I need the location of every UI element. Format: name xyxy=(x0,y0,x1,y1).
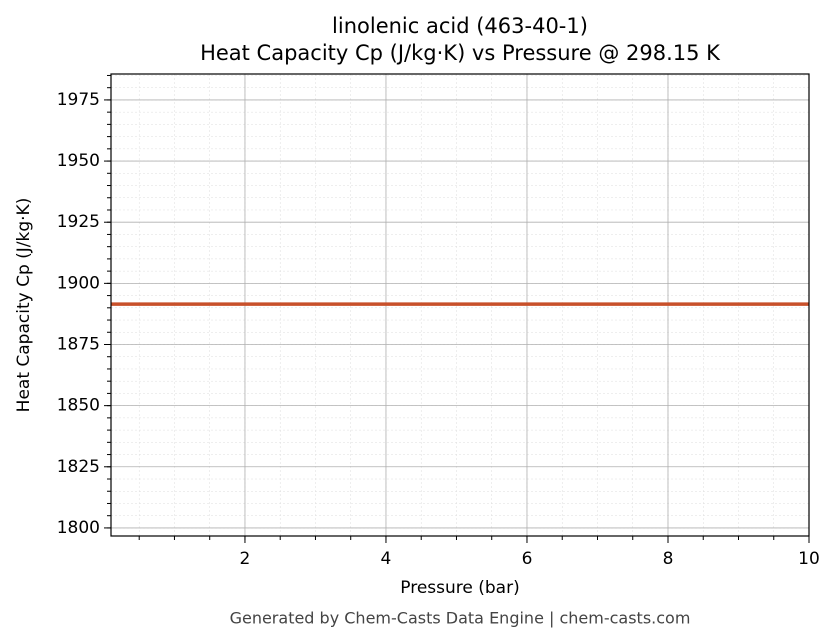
y-tick-label: 1925 xyxy=(57,212,100,232)
y-tick-label: 1800 xyxy=(57,518,100,538)
plot-frame xyxy=(110,73,810,537)
x-axis-label: Pressure (bar) xyxy=(400,578,519,598)
y-tick-label: 1875 xyxy=(57,334,100,354)
y-tick-label: 1850 xyxy=(57,396,100,416)
y-tick-label: 1950 xyxy=(57,151,100,171)
x-tick-label: 4 xyxy=(381,549,392,569)
chart-title: linolenic acid (463-40-1) xyxy=(332,14,588,38)
x-tick-label: 8 xyxy=(663,549,674,569)
x-tick-label: 2 xyxy=(240,549,251,569)
footer: Generated by Chem-Casts Data Engine | ch… xyxy=(230,609,691,628)
x-tick-label: 10 xyxy=(798,549,820,569)
y-tick-label: 1975 xyxy=(57,90,100,110)
x-tick-label: 6 xyxy=(522,549,533,569)
chart-subtitle: Heat Capacity Cp (J/kg·K) vs Pressure @ … xyxy=(200,41,721,65)
y-tick-label: 1825 xyxy=(57,457,100,477)
y-tick-label: 1900 xyxy=(57,273,100,293)
y-axis-label: Heat Capacity Cp (J/kg·K) xyxy=(14,198,34,413)
